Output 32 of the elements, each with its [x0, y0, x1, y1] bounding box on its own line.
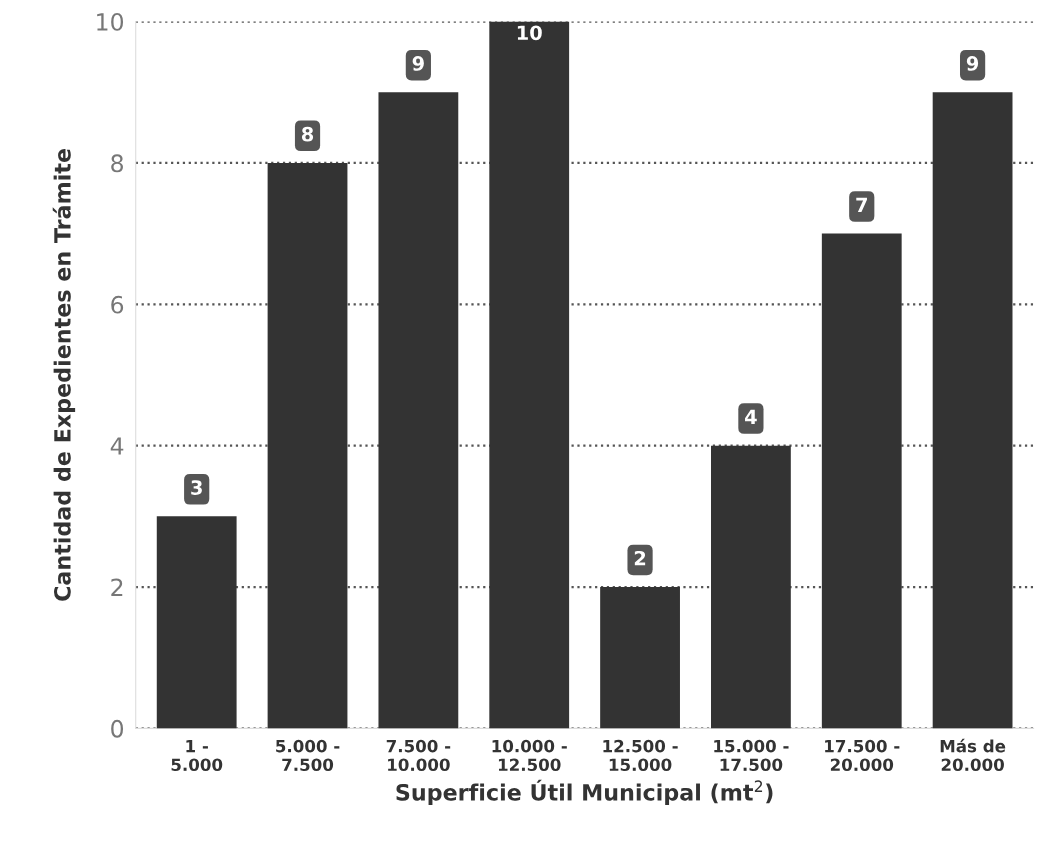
bar — [600, 587, 680, 729]
data-label: 2 — [634, 550, 646, 566]
bar — [156, 516, 237, 729]
data-label: 9 — [966, 56, 979, 71]
data-label: 8 — [301, 126, 314, 142]
bar — [267, 162, 348, 729]
y-tick-label: 8 — [111, 154, 123, 173]
bar — [932, 92, 1013, 729]
x-tick-label: 1 - 5.000 — [171, 740, 223, 772]
bar — [821, 233, 902, 729]
x-tick-label: 5.000 - 7.500 — [276, 739, 340, 772]
bar — [378, 92, 459, 729]
data-label: 3 — [191, 480, 202, 495]
y-tick-label: 2 — [111, 578, 123, 596]
x-tick-label: 10.000 - 12.500 — [492, 739, 567, 772]
x-axis-title: Superficie Útil Municipal (mt$^{2}$) — [396, 779, 773, 806]
x-tick-label: 12.500 - 15.000 — [603, 739, 678, 772]
x-tick-label: 7.500 - 10.000 — [386, 739, 451, 772]
data-label: 10 — [517, 25, 542, 41]
x-tick-label: 17.500 - 20.000 — [825, 739, 900, 772]
y-tick-label: 10 — [97, 13, 124, 31]
data-label: 7 — [856, 197, 867, 212]
bar — [711, 445, 791, 729]
data-label: 9 — [412, 56, 424, 71]
y-axis-title: Cantidad de Expedientes en Trámite — [52, 149, 76, 601]
x-tick-label: Más de 20.000 — [940, 738, 1006, 772]
y-tick-label: 4 — [110, 437, 124, 455]
y-tick-label: 6 — [111, 295, 124, 314]
bar — [489, 21, 570, 729]
y-tick-label: 0 — [111, 719, 124, 738]
x-tick-label: 15.000 - 17.500 — [714, 739, 789, 772]
data-label: 4 — [745, 409, 757, 424]
